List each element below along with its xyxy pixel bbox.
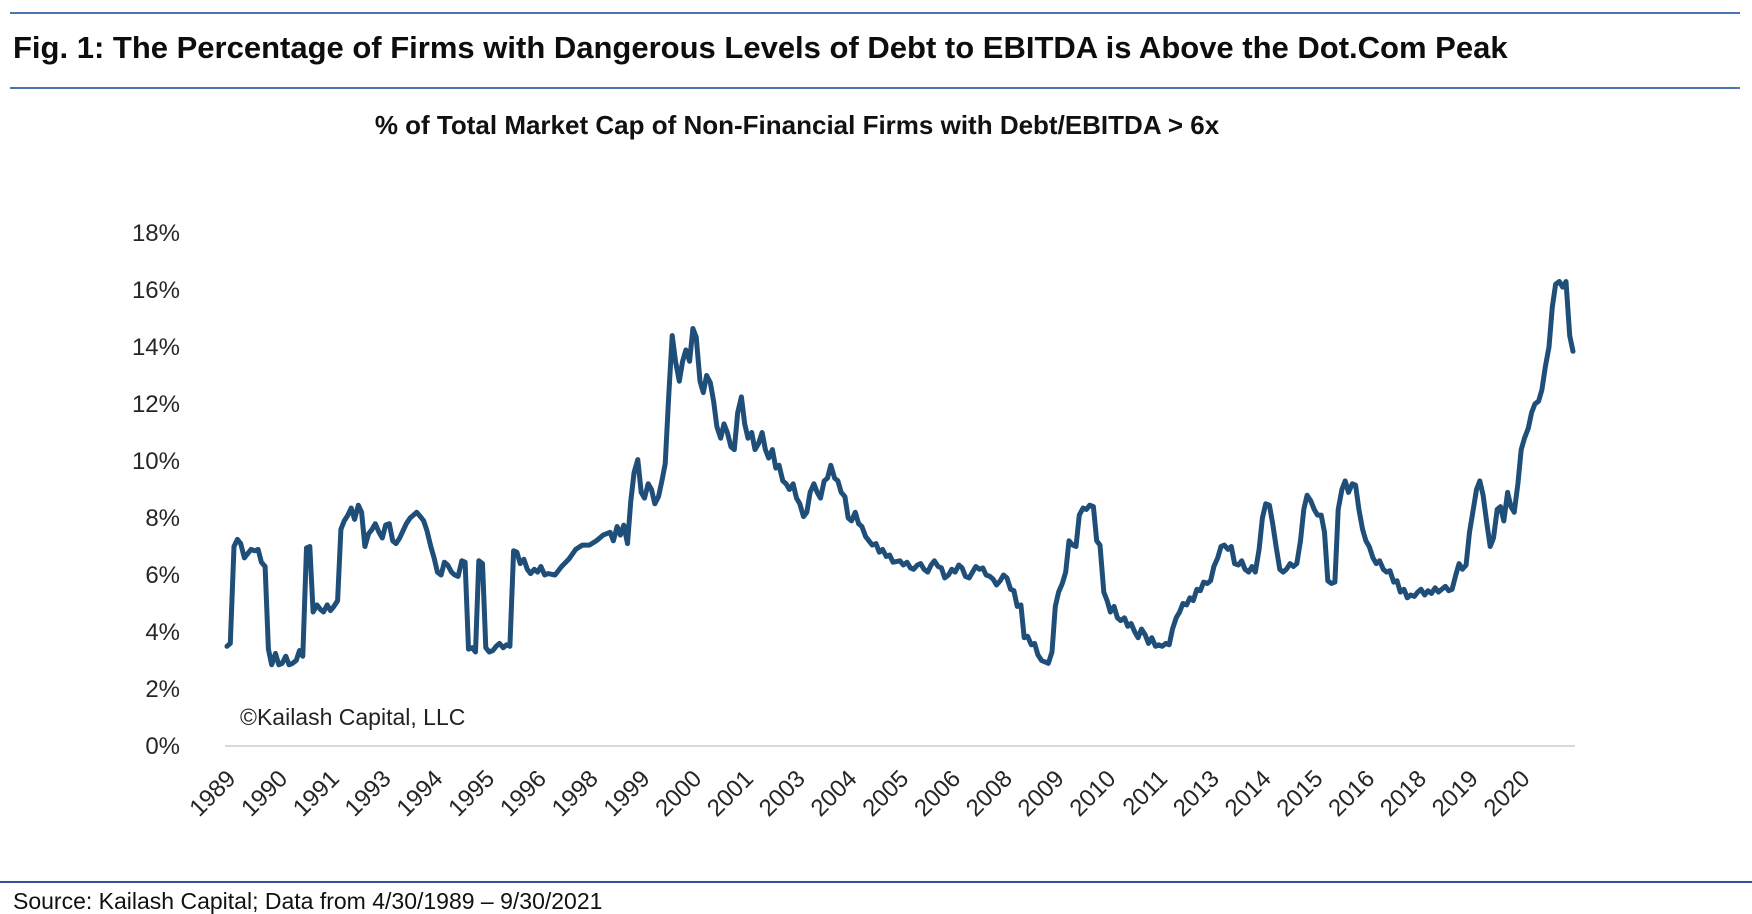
y-axis-tick-label: 16% (132, 277, 180, 304)
x-axis-tick-label: 1989 (184, 765, 241, 822)
x-axis-tick-label: 2014 (1220, 765, 1277, 822)
title-divider-rule (10, 87, 1740, 89)
x-axis-tick-label: 1996 (495, 765, 552, 822)
y-axis-tick-label: 14% (132, 334, 180, 361)
x-axis-tick-label: 2018 (1375, 765, 1432, 822)
x-axis-tick-label: 2016 (1323, 765, 1380, 822)
x-axis-tick-label: 1991 (288, 765, 345, 822)
chart-title: % of Total Market Cap of Non-Financial F… (374, 110, 1220, 140)
top-rule (10, 12, 1740, 14)
figure-title: Fig. 1: The Percentage of Firms with Dan… (13, 30, 1508, 65)
debt-ebitda-series-line (224, 279, 1576, 668)
x-axis-tick-label: 2019 (1427, 765, 1484, 822)
y-axis-tick-label: 18% (132, 220, 180, 247)
x-axis: 1989199019911993199419951996199819992000… (184, 765, 1535, 822)
x-axis-tick-label: 2004 (806, 765, 863, 822)
footer-rule (0, 881, 1752, 883)
y-axis-tick-label: 12% (132, 391, 180, 418)
x-axis-tick-label: 2015 (1272, 765, 1329, 822)
x-axis-tick-label: 1994 (391, 765, 448, 822)
y-axis-tick-label: 6% (145, 562, 180, 589)
x-axis-tick-label: 2000 (650, 765, 707, 822)
x-axis-tick-label: 2008 (961, 765, 1018, 822)
y-axis-tick-label: 0% (145, 733, 180, 760)
y-axis: 0% 2% 4% 6% 8% 10% 12% 14% 16% 18% (132, 220, 180, 760)
x-axis-tick-label: 2005 (857, 765, 914, 822)
x-axis-tick-label: 2003 (754, 765, 811, 822)
x-axis-tick-label: 1998 (547, 765, 604, 822)
y-axis-tick-label: 10% (132, 448, 180, 475)
x-axis-tick-label: 1993 (340, 765, 397, 822)
x-axis-tick-label: 2009 (1013, 765, 1070, 822)
y-axis-tick-label: 2% (145, 676, 180, 703)
x-axis-tick-label: 1990 (236, 765, 293, 822)
x-axis-tick-label: 2006 (909, 765, 966, 822)
source-note: Source: Kailash Capital; Data from 4/30/… (13, 888, 603, 914)
x-axis-tick-label: 2013 (1168, 765, 1225, 822)
x-axis-tick-label: 2001 (702, 765, 759, 822)
x-axis-tick-label: 1995 (443, 765, 500, 822)
x-axis-tick-label: 1999 (599, 765, 656, 822)
y-axis-tick-label: 8% (145, 505, 180, 532)
x-axis-tick-label: 2011 (1118, 765, 1174, 821)
y-axis-tick-label: 4% (145, 619, 180, 646)
x-axis-tick-label: 2020 (1479, 765, 1536, 822)
x-axis-tick-label: 2010 (1064, 765, 1121, 822)
watermark: ©Kailash Capital, LLC (240, 704, 466, 730)
